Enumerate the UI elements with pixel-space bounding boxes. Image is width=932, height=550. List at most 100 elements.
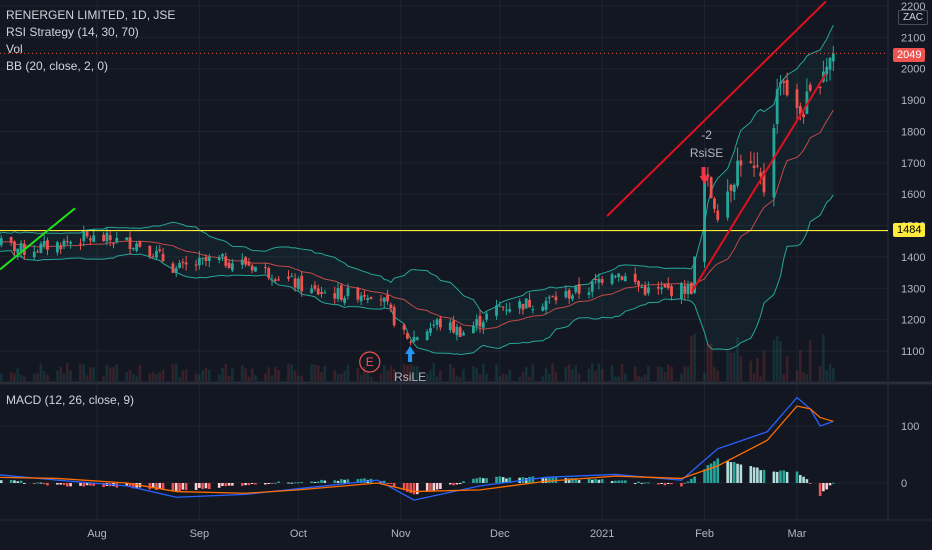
macd-histogram-bar (590, 479, 594, 483)
volume-bar (287, 363, 290, 381)
macd-histogram-bar (23, 482, 26, 484)
volume-bar (56, 370, 59, 381)
volume-bar (574, 365, 578, 381)
macd-histogram-bar (290, 482, 294, 484)
volume-bar (254, 375, 257, 381)
candle-body (689, 282, 693, 294)
macd-histogram-bar (458, 483, 462, 484)
macd-histogram-bar (184, 483, 188, 491)
channel-lower-line (691, 72, 827, 292)
volume-bar (828, 363, 832, 381)
candle-body (455, 326, 459, 336)
volume-bar (409, 364, 412, 381)
currency-badge[interactable]: ZAC (898, 10, 928, 25)
volume-bar (472, 366, 475, 381)
macd-histogram-bar (204, 483, 208, 489)
macd-histogram-bar (686, 481, 690, 483)
volume-bar (528, 376, 531, 381)
volume-bar (277, 370, 280, 381)
candle-body (521, 303, 525, 310)
volume-bar (637, 375, 640, 381)
candle-body (366, 297, 370, 301)
volume-bar (643, 374, 647, 381)
macd-histogram-bar (36, 482, 39, 484)
volume-bar (132, 373, 135, 381)
macd-histogram-bar (709, 463, 713, 483)
volume-bar (201, 370, 204, 381)
macd-histogram-bar (386, 483, 389, 484)
macd-histogram-bar (775, 471, 779, 483)
volume-bar (478, 374, 482, 381)
macd-histogram-bar (643, 482, 647, 484)
y-tick-label: 1600 (901, 189, 925, 201)
volume-bar (62, 373, 66, 381)
candle-body (19, 243, 23, 252)
candle-body (82, 231, 86, 242)
macd-histogram-bar (300, 482, 304, 484)
macd-label: MACD (12, 26, close, 9) (6, 393, 135, 407)
volume-bar (633, 366, 637, 381)
volume-bars (0, 333, 835, 381)
volume-bar (336, 373, 340, 381)
volume-bar (432, 363, 436, 381)
earnings-icon (359, 351, 381, 373)
macd-histogram-bar (42, 483, 46, 485)
candle-body (666, 284, 670, 289)
volume-bar (13, 373, 16, 381)
x-tick-label: Oct (290, 528, 307, 540)
volume-bar (732, 352, 736, 381)
volume-bar (155, 374, 158, 381)
candle-body (736, 160, 739, 186)
candle-body (415, 337, 419, 340)
volume-bar (505, 374, 508, 381)
volume-bar (363, 366, 366, 381)
volume-bar (16, 368, 20, 381)
macd-histogram-bar (62, 483, 66, 485)
macd-histogram-bar (666, 483, 670, 484)
candle-body (128, 237, 132, 250)
macd-histogram-bar (617, 480, 620, 483)
earnings-label: E (366, 355, 374, 369)
candle-body (65, 241, 69, 243)
volume-bar (455, 375, 459, 381)
volume-bar (359, 375, 363, 381)
candle-body (323, 292, 327, 294)
candle-body (617, 273, 621, 278)
macd-histogram-bar (739, 464, 743, 483)
candle-body (346, 287, 350, 296)
volume-bar (590, 363, 594, 381)
candle-body (495, 305, 498, 316)
macd-histogram-bar (498, 476, 502, 483)
macd-histogram-bar (706, 465, 710, 483)
macd-histogram-bar (19, 480, 23, 483)
hline-price-badge: 1484 (893, 223, 926, 237)
candle-body (481, 322, 485, 328)
macd-histogram-bar (0, 480, 3, 483)
candle-body (250, 265, 254, 271)
macd-histogram-bar (802, 476, 805, 483)
chart-legend: RENERGEN LIMITED, 1D, JSE RSI Strategy (… (6, 7, 175, 75)
macd-histogram-bar (356, 479, 360, 483)
volume-bar (82, 364, 86, 381)
volume-bar (475, 368, 479, 381)
candle-body (726, 191, 730, 218)
candle-body (590, 281, 594, 292)
volume-bar (392, 368, 396, 381)
candle-body (412, 336, 416, 342)
macd-histogram-bar (752, 467, 756, 483)
macd-histogram-bar (174, 483, 178, 491)
x-tick-label: 2021 (590, 528, 614, 540)
candle-body (310, 288, 314, 293)
y-tick-label: 1900 (901, 95, 925, 107)
macd-legend: MACD (12, 26, close, 9) (6, 392, 134, 409)
macd-histogram-bar (13, 480, 16, 483)
candle-body (36, 251, 39, 253)
macd-histogram-bar (620, 480, 624, 483)
volume-bar (458, 376, 462, 381)
candle-body (597, 278, 601, 283)
volume-bar (610, 365, 614, 381)
volume-bar (690, 335, 693, 381)
candle-body (498, 305, 502, 307)
volume-bar (693, 333, 696, 381)
